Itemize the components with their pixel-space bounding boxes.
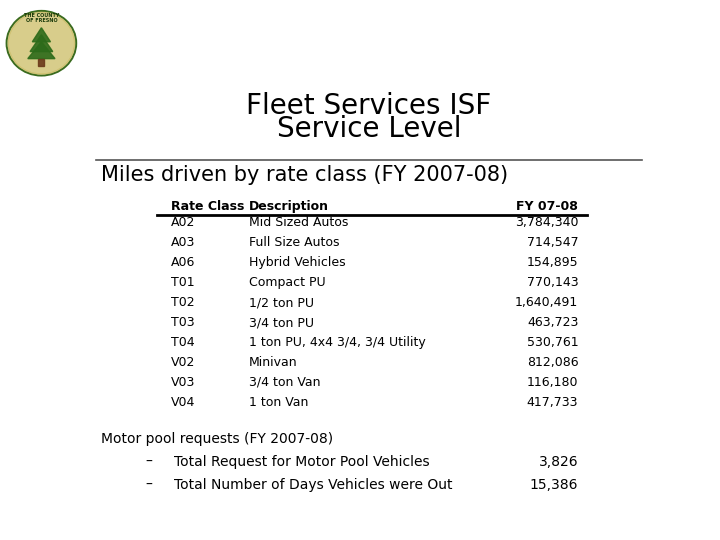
Text: A06: A06 [171, 256, 195, 269]
Text: 1/2 ton PU: 1/2 ton PU [249, 296, 314, 309]
Text: Miles driven by rate class (FY 2007-08): Miles driven by rate class (FY 2007-08) [101, 165, 508, 185]
Text: T01: T01 [171, 276, 194, 289]
Text: Motor pool requests (FY 2007-08): Motor pool requests (FY 2007-08) [101, 432, 333, 446]
Text: 3,826: 3,826 [539, 455, 578, 469]
Polygon shape [30, 35, 53, 52]
Text: 15,386: 15,386 [530, 478, 578, 492]
Text: Total Request for Motor Pool Vehicles: Total Request for Motor Pool Vehicles [174, 455, 429, 469]
Text: V02: V02 [171, 356, 195, 369]
Text: Full Size Autos: Full Size Autos [249, 237, 340, 249]
Text: Mid Sized Autos: Mid Sized Autos [249, 217, 348, 230]
Text: A03: A03 [171, 237, 195, 249]
Circle shape [8, 12, 75, 74]
Text: T02: T02 [171, 296, 194, 309]
Text: Hybrid Vehicles: Hybrid Vehicles [249, 256, 346, 269]
Text: 530,761: 530,761 [526, 336, 578, 349]
Text: Minivan: Minivan [249, 356, 297, 369]
Text: THE COUNTY: THE COUNTY [24, 12, 59, 18]
Text: V04: V04 [171, 396, 195, 409]
Text: A02: A02 [171, 217, 195, 230]
Text: V03: V03 [171, 376, 195, 389]
Text: 116,180: 116,180 [527, 376, 578, 389]
Text: T04: T04 [171, 336, 194, 349]
Text: Description: Description [249, 200, 329, 213]
Text: 1,640,491: 1,640,491 [515, 296, 578, 309]
Text: 714,547: 714,547 [526, 237, 578, 249]
Text: 154,895: 154,895 [526, 256, 578, 269]
Text: –: – [145, 478, 152, 492]
Text: 770,143: 770,143 [526, 276, 578, 289]
Text: –: – [145, 455, 152, 469]
Text: 812,086: 812,086 [526, 356, 578, 369]
Text: 3/4 ton Van: 3/4 ton Van [249, 376, 320, 389]
Text: 1 ton PU, 4x4 3/4, 3/4 Utility: 1 ton PU, 4x4 3/4, 3/4 Utility [249, 336, 426, 349]
Polygon shape [32, 28, 50, 42]
Text: 463,723: 463,723 [527, 316, 578, 329]
Text: T03: T03 [171, 316, 194, 329]
Text: 417,733: 417,733 [527, 396, 578, 409]
Text: 3,784,340: 3,784,340 [515, 217, 578, 230]
Text: Rate Class: Rate Class [171, 200, 244, 213]
Text: OF FRESNO: OF FRESNO [26, 18, 57, 23]
Text: 1 ton Van: 1 ton Van [249, 396, 308, 409]
Polygon shape [38, 59, 45, 66]
Text: Fleet Services ISF: Fleet Services ISF [246, 92, 492, 120]
Text: Compact PU: Compact PU [249, 276, 325, 289]
Text: 3/4 ton PU: 3/4 ton PU [249, 316, 314, 329]
Text: Service Level: Service Level [276, 115, 462, 143]
Polygon shape [28, 42, 55, 59]
Text: FY 07-08: FY 07-08 [516, 200, 578, 213]
Text: Total Number of Days Vehicles were Out: Total Number of Days Vehicles were Out [174, 478, 452, 492]
